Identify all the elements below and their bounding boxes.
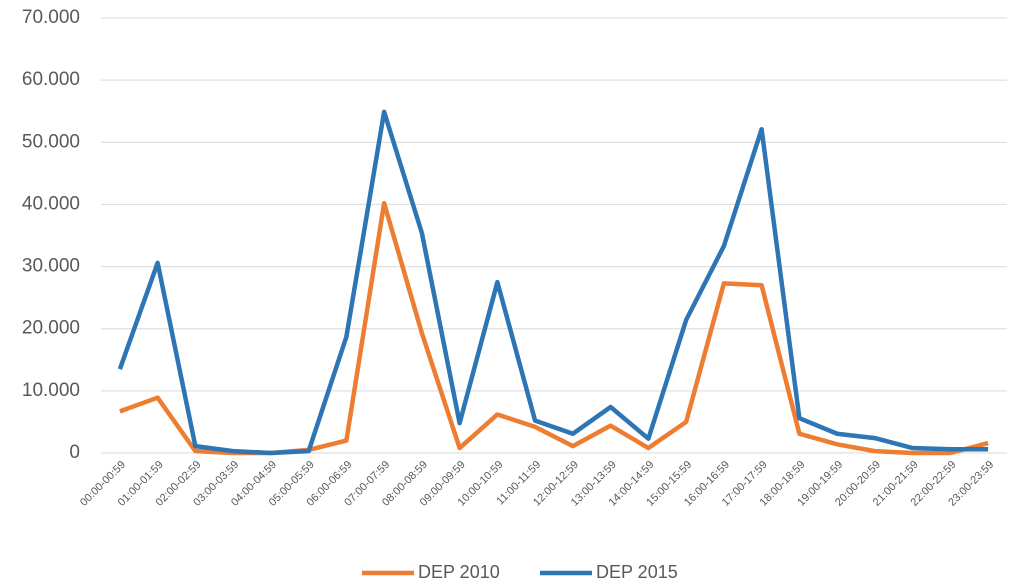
y-tick-label: 0 [69,442,80,463]
legend-label: DEP 2015 [596,562,678,582]
y-tick-label: 40.000 [22,193,80,214]
y-tick-label: 50.000 [22,131,80,152]
y-tick-label: 60.000 [22,69,80,90]
series-line [117,109,989,456]
y-tick-label: 70.000 [22,7,80,28]
y-tick-label: 30.000 [22,256,80,277]
legend-label: DEP 2010 [418,562,500,582]
y-tick-label: 20.000 [22,318,80,339]
y-tick-label: 10.000 [22,380,80,401]
series-line [119,200,989,456]
